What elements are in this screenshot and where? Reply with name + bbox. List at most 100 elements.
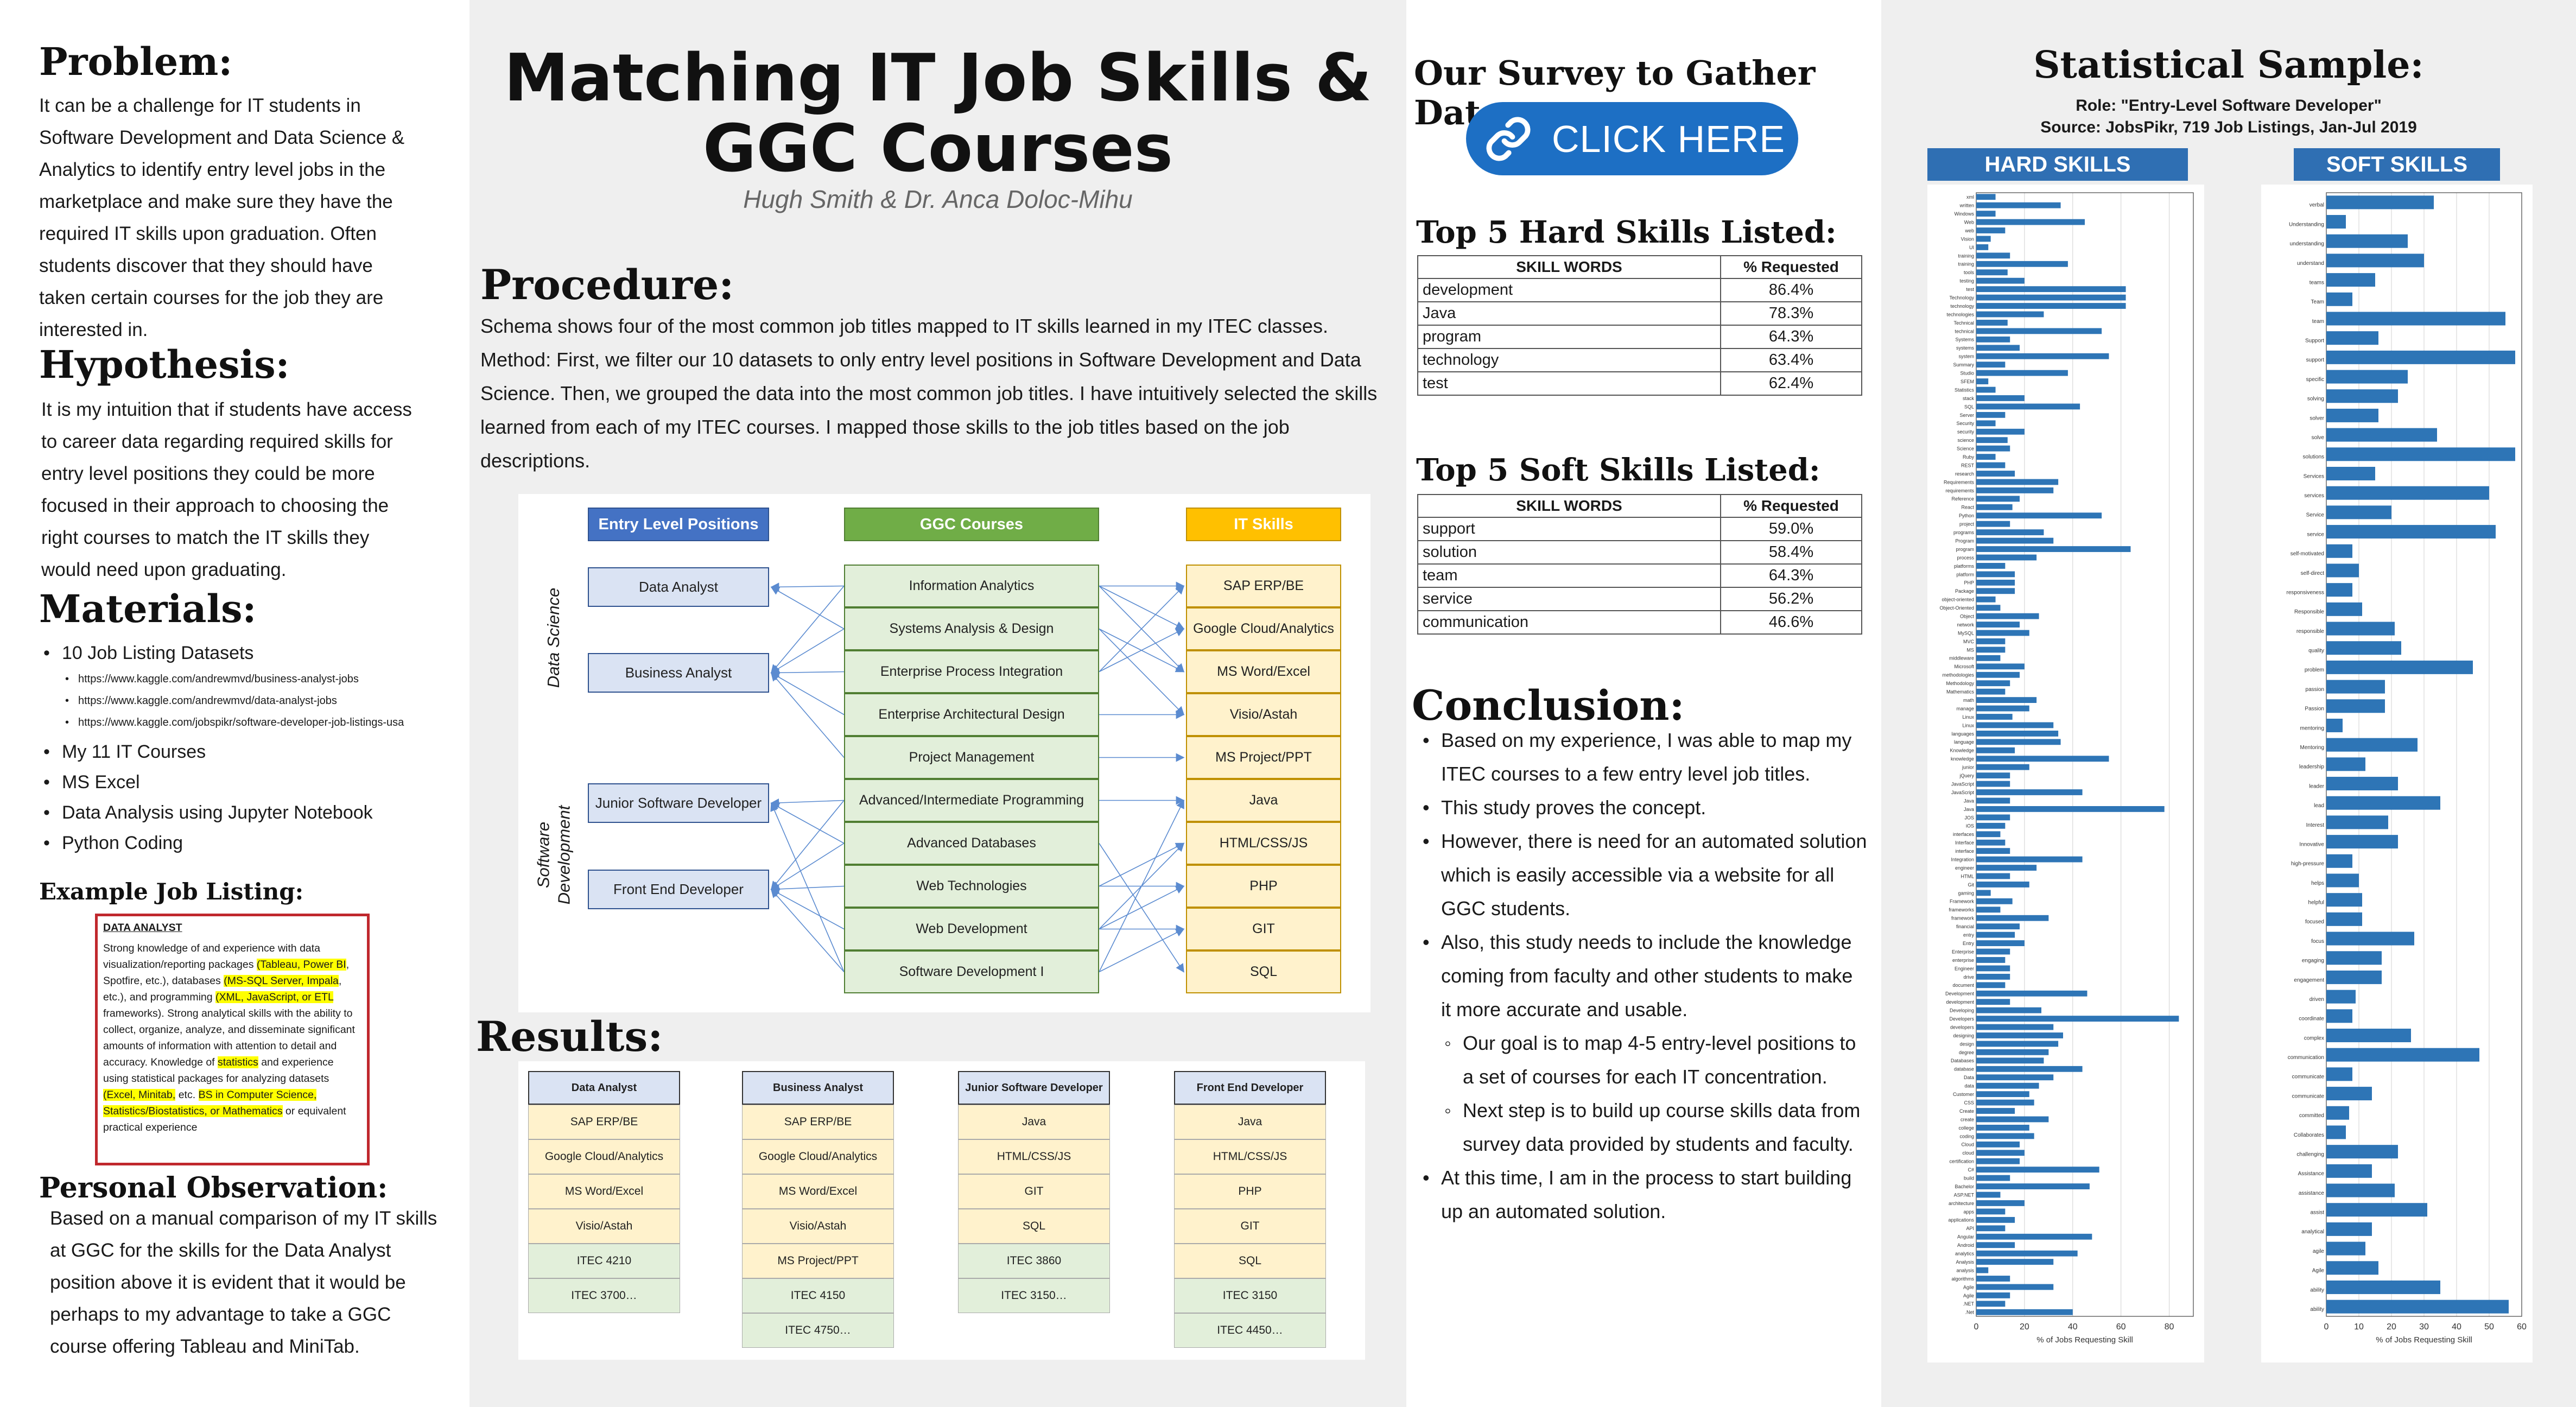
results-skill-cell: Google Cloud/Analytics <box>742 1139 894 1174</box>
highlighted-skill: (MS-SQL Server, Impala <box>224 975 339 987</box>
bar <box>1976 1133 2034 1139</box>
plot-frame <box>2326 192 2522 1317</box>
bar <box>1976 1082 2039 1089</box>
schema-arrow <box>770 802 845 972</box>
category-label: high-pressure <box>2291 861 2325 867</box>
category-label: program <box>1956 547 1974 552</box>
category-label: Mathematics <box>1946 689 1975 695</box>
category-label: interface <box>1955 848 1974 854</box>
category-label: technologies <box>1946 312 1974 317</box>
category-label: understanding <box>2290 241 2324 247</box>
bar <box>2326 680 2385 694</box>
schema-arrow <box>1099 628 1185 673</box>
results-skill-cell: MS Project/PPT <box>742 1244 894 1278</box>
table-row: service 56.2% <box>1417 587 1862 611</box>
results-skill-cell: Visio/Astah <box>742 1209 894 1244</box>
bar <box>2326 738 2418 752</box>
results-course-cell: ITEC 3150… <box>958 1278 1110 1313</box>
bar <box>2326 389 2398 403</box>
bar <box>1976 831 2001 838</box>
schema-arrows <box>770 581 1185 973</box>
example-job-listing: DATA ANALYST Strong knowledge of and exp… <box>95 914 370 1165</box>
bar <box>1976 1191 2001 1198</box>
bar <box>1976 822 2006 829</box>
results-tables: Data Analyst SAP ERP/BE Google Cloud/Analy… <box>518 1061 1365 1360</box>
table-header: SKILL WORDS <box>1417 255 1721 279</box>
bar <box>2326 1203 2427 1217</box>
bar <box>1976 1116 2049 1123</box>
category-label: cloud <box>1962 1150 1974 1156</box>
problem-text: It can be a challenge for IT students in… <box>39 95 405 340</box>
category-label: team <box>2312 319 2324 325</box>
category-label: communicate <box>2292 1074 2325 1080</box>
bar <box>1976 856 2083 863</box>
bar <box>1976 1242 2015 1248</box>
category-label: Studio <box>1960 371 1974 376</box>
bar <box>1976 1175 2010 1181</box>
category-label: Science <box>1957 446 1974 452</box>
category-label: verbal <box>2309 202 2324 208</box>
category-label: Engineer <box>1955 966 1974 971</box>
category-label: development <box>1946 999 1974 1005</box>
category-label: xml <box>1966 194 1974 200</box>
dataset-link[interactable]: https://www.kaggle.com/andrewmvd/data-an… <box>43 690 445 712</box>
category-label: passion <box>2306 687 2324 693</box>
category-label: languages <box>1951 731 1974 737</box>
skill-percent: 46.6% <box>1720 610 1862 635</box>
sub-bullet: ◦ <box>1444 1032 1451 1054</box>
skill-word: support <box>1417 517 1721 541</box>
bar <box>1976 211 1996 217</box>
bar <box>1976 420 1996 427</box>
category-label: document <box>1952 983 1974 988</box>
bar <box>1976 1183 2090 1189</box>
category-label: Requirements <box>1944 479 1975 485</box>
results-header: Front End Developer <box>1174 1071 1326 1105</box>
survey-click-button[interactable]: CLICK HERE <box>1466 102 1798 175</box>
bar <box>1976 1267 1989 1273</box>
x-tick-label: 0 <box>2324 1322 2329 1332</box>
category-label: stack <box>1963 396 1975 401</box>
bar <box>2326 505 2391 519</box>
dataset-link[interactable]: https://www.kaggle.com/jobspikr/software… <box>43 712 445 733</box>
category-label: Bachelor <box>1955 1184 1974 1189</box>
conclusion-item: However, there is need for an automated … <box>1423 825 1868 926</box>
bar <box>1976 1200 2025 1206</box>
schema-skill-box: SQL <box>1186 950 1341 993</box>
soft-table-title: Top 5 Soft Skills Listed: <box>1416 452 1820 488</box>
listing-text: , etc.), and programming <box>103 975 342 1003</box>
category-label: Developers <box>1949 1016 1974 1022</box>
x-tick-label: 60 <box>2116 1322 2126 1332</box>
bar <box>2326 583 2352 597</box>
materials-list: 10 Job Listing Datasets https://www.kagg… <box>43 638 445 858</box>
bar <box>1976 1259 2054 1265</box>
category-label: test <box>1966 287 1974 292</box>
category-label: teams <box>2309 280 2324 286</box>
category-label: platforms <box>1954 563 1975 569</box>
category-label: HTML <box>1961 873 1975 879</box>
bar <box>1976 445 2010 452</box>
results-header: Junior Software Developer <box>958 1071 1110 1105</box>
category-label: technical <box>1955 328 1974 334</box>
bar <box>2326 1183 2395 1197</box>
schema-skill-box: MS Word/Excel <box>1186 650 1341 693</box>
x-tick-label: 80 <box>2165 1322 2174 1332</box>
group-label-software-development: Software Development <box>534 805 573 905</box>
dataset-link[interactable]: https://www.kaggle.com/andrewmvd/busines… <box>43 668 445 690</box>
bar <box>1976 487 2054 493</box>
skill-word: communication <box>1417 610 1721 635</box>
category-label: Entry <box>1963 941 1975 946</box>
category-label: Git <box>1968 882 1974 888</box>
listing-text: frameworks). Strong analytical skills wi… <box>103 1007 355 1068</box>
category-label: applications <box>1948 1218 1974 1223</box>
title-line-1: Matching IT Job Skills & <box>504 41 1372 116</box>
bar <box>1976 1032 2063 1038</box>
results-header: Business Analyst <box>742 1071 894 1105</box>
bar <box>1976 1233 2092 1240</box>
results-title: Results: <box>476 1012 663 1061</box>
bar <box>1976 873 2010 879</box>
category-label: math <box>1963 698 1974 703</box>
bar <box>1976 1309 2073 1315</box>
category-label: college <box>1958 1125 1974 1131</box>
bar <box>2326 292 2352 306</box>
bar <box>1976 730 2059 737</box>
